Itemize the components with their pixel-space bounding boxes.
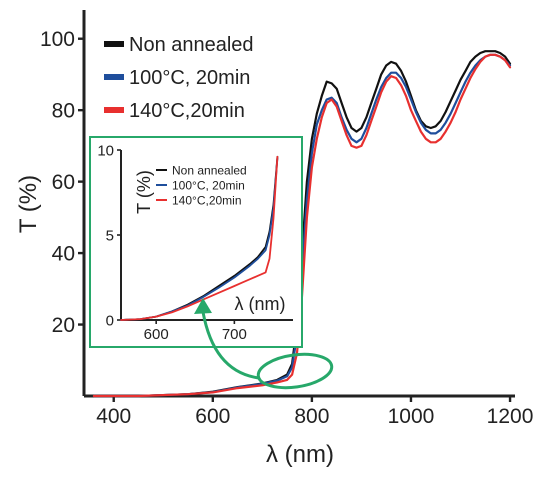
main-x-tick-label: 400 xyxy=(96,405,131,428)
inset-y-tick-label: 5 xyxy=(106,227,114,244)
annotation xyxy=(194,298,334,390)
inset-y-tick-label: 10 xyxy=(97,142,114,159)
main-y-tick-label: 20 xyxy=(52,314,75,337)
main-series-line-2 xyxy=(92,53,512,398)
highlight-ellipse xyxy=(256,352,334,390)
main-legend-label-0: Non annealed xyxy=(129,34,254,56)
inset-legend-label-0: Non annealed xyxy=(172,163,247,177)
main-y-tick-label: 100 xyxy=(40,28,75,51)
main-x-tick-label: 800 xyxy=(294,405,329,428)
main-x-tick-label: 600 xyxy=(195,405,230,428)
main-x-tick-label: 1200 xyxy=(487,405,534,428)
inset-y-axis-label: T (%) xyxy=(134,170,154,214)
inset-x-tick-label: 700 xyxy=(222,326,247,343)
inset-y-tick-label: 0 xyxy=(106,312,114,329)
inset-chart: 600 700 0 5 10 λ (nm) T (%) Non annealed100°C, … xyxy=(89,136,303,348)
main-x-axis-label: λ (nm) xyxy=(266,441,334,468)
main-legend-label-1: 100°C, 20min xyxy=(129,67,250,89)
main-y-tick-label: 80 xyxy=(52,100,75,123)
main-y-tick-label: 60 xyxy=(52,171,75,194)
pointer-arrow xyxy=(201,311,260,380)
inset-x-axis-label: λ (nm) xyxy=(235,294,286,314)
inset-x-tick-label: 600 xyxy=(144,326,169,343)
main-legend-label-2: 140°C,20min xyxy=(129,100,245,122)
inset-legend-label-1: 100°C, 20min xyxy=(172,178,245,192)
inset-series-line-2 xyxy=(120,155,279,321)
main-x-tick-label: 1000 xyxy=(388,405,435,428)
main-y-axis-label: T (%) xyxy=(15,175,42,233)
inset-legend-label-2: 140°C,20min xyxy=(172,193,242,207)
main-y-tick-label: 40 xyxy=(52,242,75,265)
pointer-arrowhead xyxy=(194,298,212,314)
